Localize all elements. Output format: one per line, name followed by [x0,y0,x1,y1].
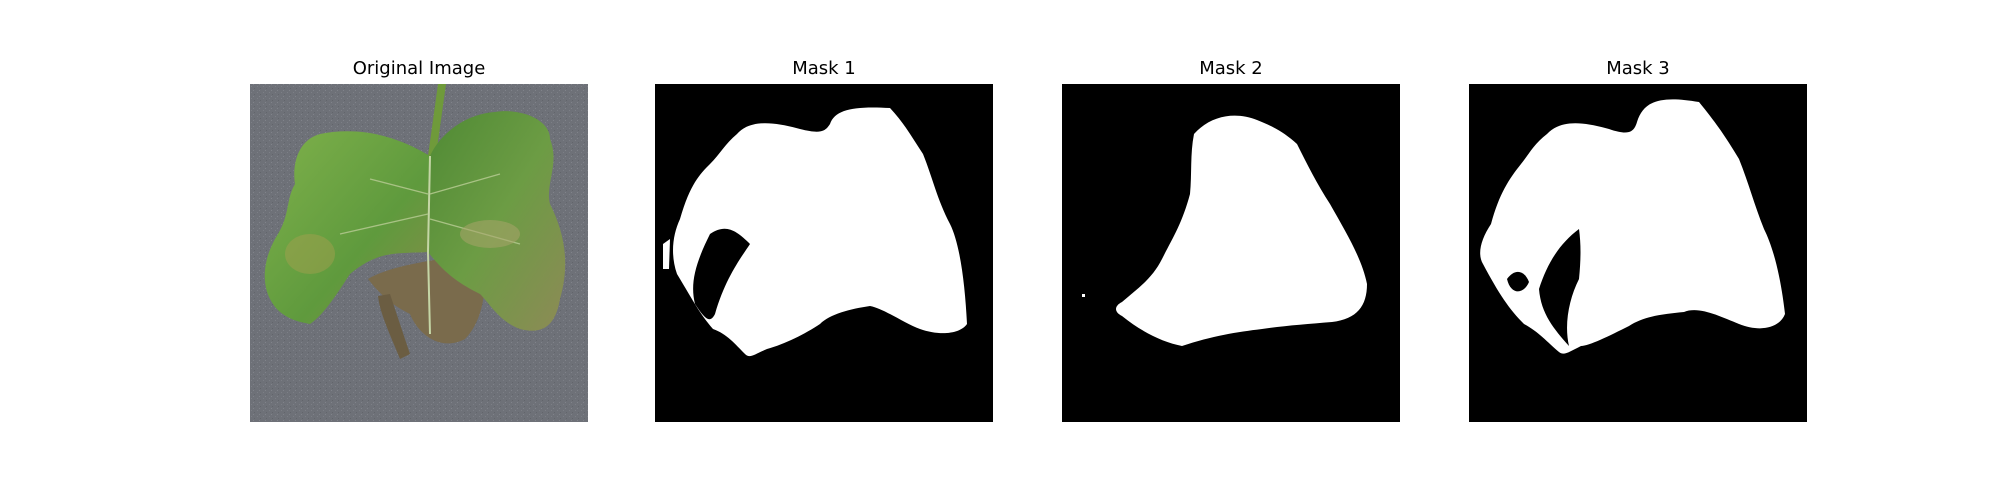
mask-3-image [1469,84,1807,422]
leaf-yellow-patch [285,234,335,274]
leaf-lesion [460,220,520,248]
mask-2-region [1116,115,1367,346]
mask-1-fragment [663,239,670,269]
mask-3-cut [1539,229,1581,346]
mask-1-hole [693,228,750,320]
leaf-damaged-area [368,259,485,344]
mask-1-image [655,84,993,422]
panel-title-mask-3: Mask 3 [1606,58,1670,79]
mask-1-region [673,107,967,357]
panel-title-mask-1: Mask 1 [792,58,856,79]
original-leaf-image [250,84,588,422]
leaf-damaged-strip [378,294,410,359]
mask-3-hole [1507,271,1529,292]
leaf-side-veins [339,173,521,245]
leaf-vein [426,155,431,335]
panel-title-mask-2: Mask 2 [1199,58,1263,79]
mask-2-speck [1082,294,1085,297]
panel-title-original: Original Image [352,58,486,79]
leaf-stem [428,84,446,156]
mask-2-image [1062,84,1400,422]
leaf-left-lobe [264,131,430,324]
